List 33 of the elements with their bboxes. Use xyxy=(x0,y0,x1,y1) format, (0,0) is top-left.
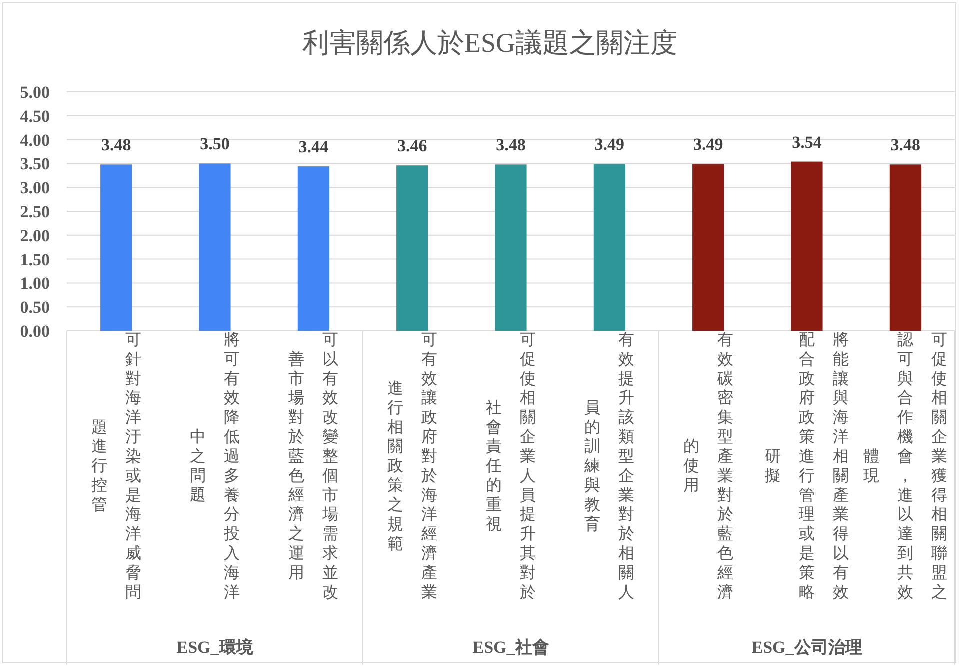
text: ESG_社會 xyxy=(472,638,550,657)
y-tick-label: 4.50 xyxy=(20,106,50,126)
data-label: 3.49 xyxy=(693,135,724,154)
text: ESG_公司治理 xyxy=(752,638,862,657)
x-tick-label: 將能讓與海洋相關產業得以有效配合政府政策進行管理或是策略研擬 xyxy=(765,330,852,602)
y-tick-label: 2.50 xyxy=(20,202,50,222)
y-tick-label: 1.00 xyxy=(20,274,50,294)
y-tick-label: 2.00 xyxy=(20,226,50,246)
x-tick-label: 有效碳密集型產業對於藍色經濟的使用 xyxy=(683,330,737,602)
y-tick-label: 0.00 xyxy=(20,322,50,341)
data-label: 3.48 xyxy=(890,136,921,155)
x-tick-label: 可有效讓政府對於海洋經濟產業進行相關政策之規範 xyxy=(387,330,441,602)
x-tick-label: 可促使相關企業獲得相關聯盟之認可與合作機會，進以達到共效體現 xyxy=(864,330,952,602)
data-label: 3.49 xyxy=(594,135,625,154)
x-tick-label: 有效提升該類型企業對於相關人員的訓練與教育 xyxy=(584,330,638,602)
data-label: 3.46 xyxy=(397,136,428,156)
x-tick-label: 可以有效改變整個市場需求並改善市場對於藍色經濟之運用 xyxy=(288,330,342,602)
y-tick-label: 5.00 xyxy=(20,83,50,102)
data-label: 3.50 xyxy=(200,134,230,154)
y-tick-label: 3.00 xyxy=(20,178,50,198)
y-tick-label: 3.50 xyxy=(20,154,50,174)
y-tick-label: 1.50 xyxy=(20,250,50,270)
data-label: 3.44 xyxy=(298,138,330,157)
data-label: 3.54 xyxy=(792,132,822,152)
chart-title: 利害關係人於ESG議題之關注度 xyxy=(302,28,678,58)
x-tick-label: 可針對海洋汙染或是海洋威脅問題進行控管 xyxy=(91,330,145,602)
data-label: 3.48 xyxy=(101,136,132,155)
y-tick-label: 0.50 xyxy=(20,298,50,318)
x-tick-label: 可促使相關企業人員提升其對於社會責任的重視 xyxy=(485,330,540,602)
data-label: 3.48 xyxy=(496,136,526,155)
text: ESG_環境 xyxy=(176,638,254,657)
y-tick-label: 4.00 xyxy=(20,130,50,150)
x-tick-label: 將可有效降低過多養分投入海洋中之問題 xyxy=(190,330,244,602)
